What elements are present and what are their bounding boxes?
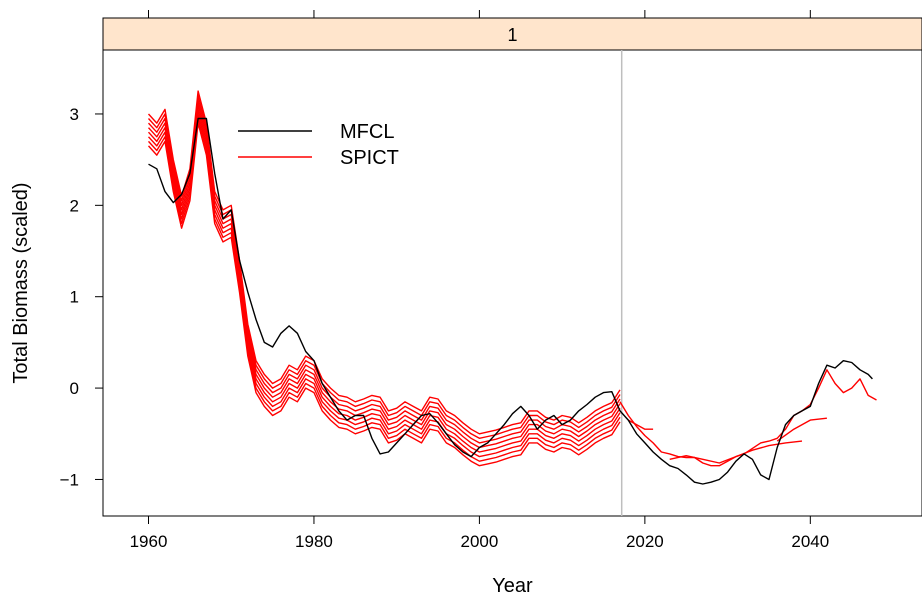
legend-label-spict: SPICT — [340, 147, 399, 169]
y-tick-label: −1 — [60, 470, 79, 489]
y-tick-label: 0 — [70, 379, 79, 398]
strip-label: 1 — [507, 25, 517, 45]
y-tick-label: 3 — [70, 105, 79, 124]
spict-line-1 — [147, 104, 621, 449]
spict-line-2 — [147, 99, 621, 444]
x-tick-label: 2040 — [791, 532, 829, 551]
spict-line-4 — [147, 90, 621, 435]
x-tick-label: 1980 — [295, 532, 333, 551]
x-tick-label: 2000 — [460, 532, 498, 551]
mfcl-line — [148, 117, 873, 485]
y-tick-label: 1 — [70, 288, 79, 307]
x-axis-title: Year — [492, 575, 533, 597]
x-tick-label: 2020 — [626, 532, 664, 551]
spict-line-7 — [147, 122, 621, 467]
spict-line-5 — [147, 113, 621, 458]
spict-line-0 — [147, 108, 621, 453]
spict-line-9 — [627, 419, 654, 430]
legend-label-mfcl: MFCL — [340, 121, 394, 143]
spict-line-3 — [147, 95, 621, 439]
panel-strip — [102, 17, 922, 51]
plot-frame — [102, 49, 922, 517]
y-tick-label: 2 — [70, 196, 79, 215]
spict-line-6 — [147, 117, 621, 462]
y-axis-title: Total Biomass (scaled) — [10, 182, 32, 383]
spict-line-11 — [776, 417, 827, 442]
series-layer — [147, 90, 877, 485]
spict-line-10 — [669, 440, 803, 464]
axis-layer: 1960 1980 2000 2020 2040 −1 0 1 2 3 — [60, 10, 829, 551]
legend: MFCL SPICT — [238, 121, 399, 169]
x-tick-label: 1960 — [130, 532, 168, 551]
